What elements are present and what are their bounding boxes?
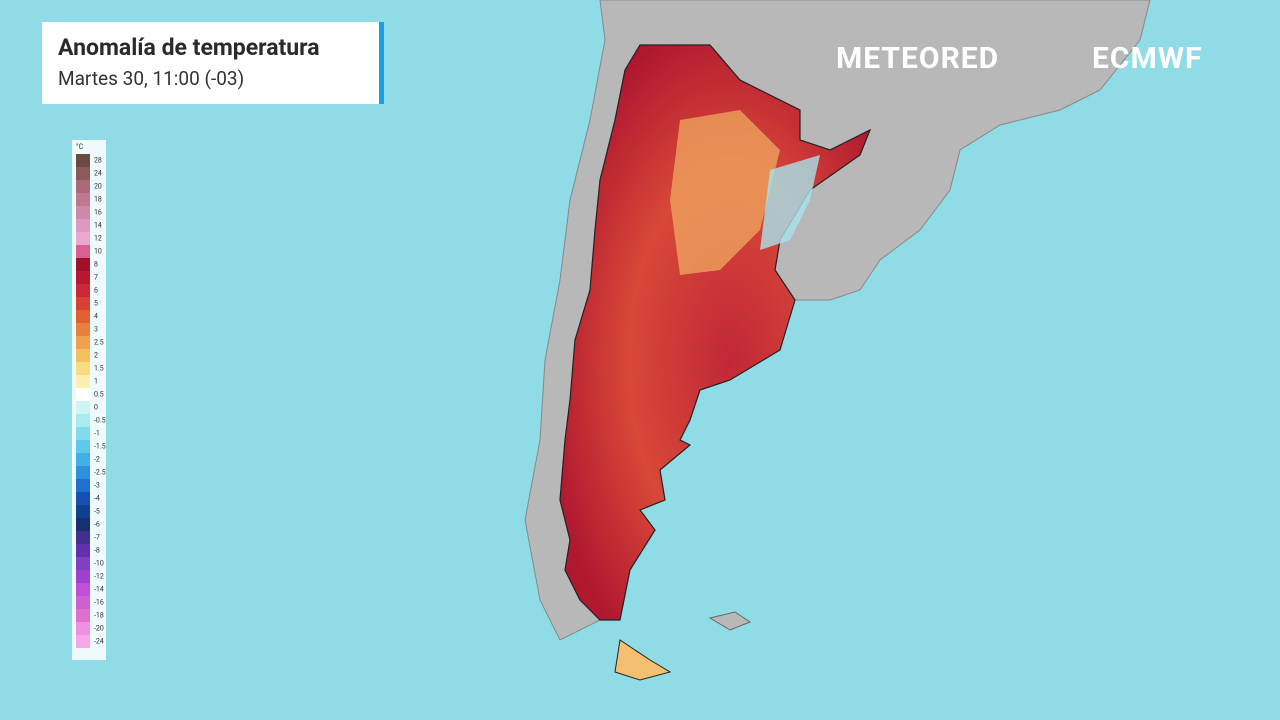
logo-ecmwf: ECMWF xyxy=(1092,41,1202,76)
legend-label: -10 xyxy=(94,559,104,567)
legend-swatch xyxy=(76,206,90,219)
legend-label: 10 xyxy=(94,247,102,255)
legend-label: -2 xyxy=(94,455,100,463)
legend-swatch xyxy=(76,479,90,492)
legend-swatch xyxy=(76,193,90,206)
legend-label: 2.5 xyxy=(94,338,104,346)
legend-label: -20 xyxy=(94,624,104,632)
legend-label: 7 xyxy=(94,273,98,281)
title: Anomalía de temperatura xyxy=(58,34,320,61)
legend-swatch xyxy=(76,284,90,297)
legend-label: -16 xyxy=(94,598,104,606)
legend-swatch xyxy=(76,297,90,310)
legend-label: -7 xyxy=(94,533,100,541)
legend-swatch xyxy=(76,583,90,596)
legend-label: 5 xyxy=(94,299,98,307)
legend-swatch xyxy=(76,258,90,271)
legend-swatch xyxy=(76,492,90,505)
legend-label: 4 xyxy=(94,312,98,320)
legend-swatch xyxy=(76,609,90,622)
legend-swatch xyxy=(76,219,90,232)
legend-swatch xyxy=(76,414,90,427)
legend-swatch xyxy=(76,180,90,193)
legend-swatch xyxy=(76,570,90,583)
legend-swatch xyxy=(76,505,90,518)
legend-label: -2.5 xyxy=(94,468,106,476)
legend-swatch xyxy=(76,544,90,557)
legend-swatch xyxy=(76,557,90,570)
legend-swatch xyxy=(76,466,90,479)
legend-label: 16 xyxy=(94,208,102,216)
legend-label: -8 xyxy=(94,546,100,554)
legend-label: 1 xyxy=(94,377,98,385)
legend-label: -18 xyxy=(94,611,104,619)
legend-swatch xyxy=(76,388,90,401)
legend-swatch xyxy=(76,440,90,453)
legend-label: 0 xyxy=(94,403,98,411)
legend-label: -6 xyxy=(94,520,100,528)
legend-label: 3 xyxy=(94,325,98,333)
legend-swatch xyxy=(76,336,90,349)
legend-swatch xyxy=(76,635,90,648)
legend-label: -14 xyxy=(94,585,104,593)
legend-label: -1.5 xyxy=(94,442,106,450)
legend-label: 1.5 xyxy=(94,364,104,372)
cool-northeast xyxy=(760,155,820,250)
legend-label: 20 xyxy=(94,182,102,190)
legend-label: -1 xyxy=(94,429,100,437)
legend-unit: °C xyxy=(76,143,84,151)
legend-swatch xyxy=(76,232,90,245)
legend-label: 12 xyxy=(94,234,102,242)
legend-swatch xyxy=(76,375,90,388)
legend-label: -12 xyxy=(94,572,104,580)
legend-swatch xyxy=(76,427,90,440)
legend-label: 2 xyxy=(94,351,98,359)
legend-label: 0.5 xyxy=(94,390,104,398)
legend-swatch xyxy=(76,518,90,531)
legend-swatch xyxy=(76,154,90,167)
legend-swatch xyxy=(76,622,90,635)
logo-meteored: METEORED xyxy=(836,41,999,76)
legend-swatch xyxy=(76,167,90,180)
legend-label: 18 xyxy=(94,195,102,203)
legend-label: -3 xyxy=(94,481,100,489)
legend-swatch xyxy=(76,531,90,544)
legend-label: 8 xyxy=(94,260,98,268)
legend-swatch xyxy=(76,362,90,375)
legend-swatch xyxy=(76,245,90,258)
legend-swatch xyxy=(76,596,90,609)
title-box: Anomalía de temperatura Martes 30, 11:00… xyxy=(42,22,384,104)
legend-swatch xyxy=(76,271,90,284)
subtitle: Martes 30, 11:00 (-03) xyxy=(58,67,245,90)
legend-label: -4 xyxy=(94,494,100,502)
malvinas xyxy=(708,611,752,631)
warm-north xyxy=(670,110,780,275)
legend-label: -0.5 xyxy=(94,416,106,424)
legend-label: 6 xyxy=(94,286,98,294)
legend: °C 28 24 20 18 16 14 12 10 8 7 6 5 4 3 2.5 2 1.5 1 0.5 0 -0.… xyxy=(72,140,106,660)
tierra-del-fuego xyxy=(614,639,672,681)
legend-label: 24 xyxy=(94,169,102,177)
legend-swatch xyxy=(76,453,90,466)
legend-swatch xyxy=(76,401,90,414)
legend-swatch xyxy=(76,349,90,362)
legend-swatch xyxy=(76,310,90,323)
legend-label: -5 xyxy=(94,507,100,515)
legend-swatch xyxy=(76,323,90,336)
legend-label: -24 xyxy=(94,637,104,645)
legend-label: 14 xyxy=(94,221,102,229)
legend-label: 28 xyxy=(94,156,102,164)
